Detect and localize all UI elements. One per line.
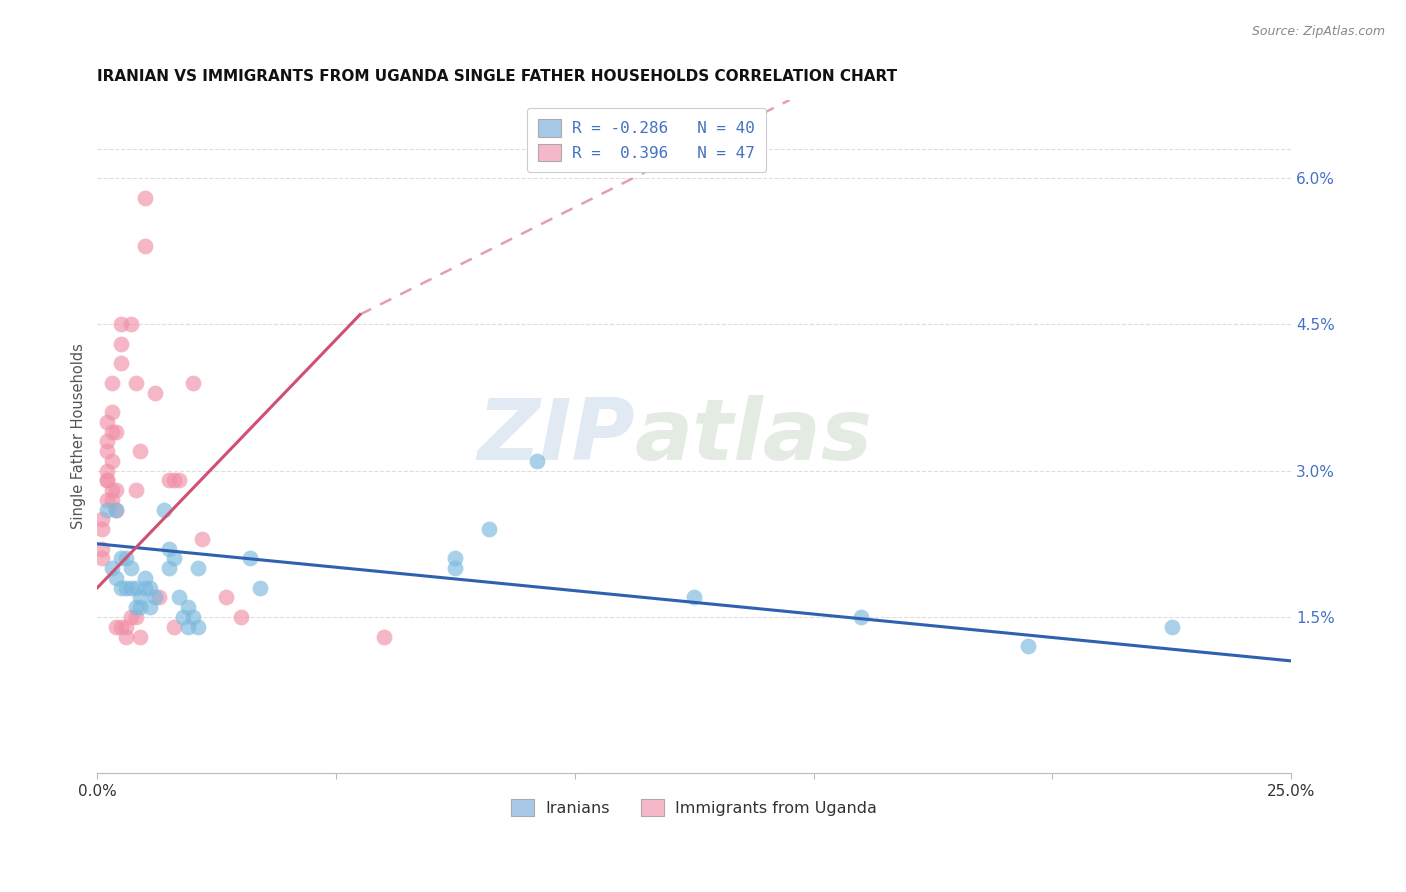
Point	[100, 376, 122, 390]
Point	[110, 581, 132, 595]
Point	[229, 610, 252, 624]
Text: Source: ZipAtlas.com: Source: ZipAtlas.com	[1251, 25, 1385, 38]
Point	[163, 551, 186, 566]
Point	[96, 444, 118, 458]
Point	[167, 474, 190, 488]
Point	[1017, 640, 1039, 654]
Point	[100, 454, 122, 468]
Point	[110, 620, 132, 634]
Point	[105, 620, 128, 634]
Point	[177, 620, 200, 634]
Point	[1160, 620, 1182, 634]
Point	[124, 581, 146, 595]
Point	[96, 492, 118, 507]
Point	[120, 561, 142, 575]
Point	[105, 425, 128, 439]
Point	[157, 474, 180, 488]
Point	[157, 541, 180, 556]
Point	[105, 483, 128, 498]
Point	[96, 474, 118, 488]
Point	[110, 551, 132, 566]
Point	[139, 581, 162, 595]
Point	[148, 591, 170, 605]
Point	[124, 610, 146, 624]
Y-axis label: Single Father Households: Single Father Households	[72, 343, 86, 530]
Text: atlas: atlas	[634, 395, 873, 478]
Point	[91, 551, 114, 566]
Point	[129, 444, 152, 458]
Point	[120, 318, 142, 332]
Point	[191, 532, 214, 546]
Point	[91, 541, 114, 556]
Point	[143, 385, 166, 400]
Point	[167, 591, 190, 605]
Point	[143, 591, 166, 605]
Point	[526, 454, 548, 468]
Point	[172, 610, 194, 624]
Point	[215, 591, 238, 605]
Point	[100, 405, 122, 419]
Point	[120, 581, 142, 595]
Point	[100, 492, 122, 507]
Point	[91, 522, 114, 536]
Point	[134, 239, 156, 253]
Point	[124, 483, 146, 498]
Point	[105, 571, 128, 585]
Point	[153, 502, 176, 516]
Point	[134, 581, 156, 595]
Text: ZIP: ZIP	[477, 395, 634, 478]
Point	[115, 630, 138, 644]
Point	[444, 561, 467, 575]
Point	[105, 502, 128, 516]
Point	[129, 630, 152, 644]
Point	[239, 551, 262, 566]
Point	[129, 600, 152, 615]
Point	[134, 571, 156, 585]
Point	[444, 551, 467, 566]
Point	[124, 376, 146, 390]
Point	[181, 610, 204, 624]
Point	[100, 425, 122, 439]
Point	[478, 522, 501, 536]
Point	[96, 415, 118, 429]
Point	[105, 502, 128, 516]
Point	[373, 630, 395, 644]
Point	[181, 376, 204, 390]
Point	[249, 581, 271, 595]
Point	[187, 620, 209, 634]
Point	[129, 591, 152, 605]
Point	[96, 474, 118, 488]
Point	[139, 600, 162, 615]
Point	[177, 600, 200, 615]
Point	[851, 610, 873, 624]
Point	[110, 336, 132, 351]
Legend: Iranians, Immigrants from Uganda: Iranians, Immigrants from Uganda	[505, 792, 883, 822]
Point	[683, 591, 706, 605]
Point	[187, 561, 209, 575]
Point	[100, 561, 122, 575]
Text: IRANIAN VS IMMIGRANTS FROM UGANDA SINGLE FATHER HOUSEHOLDS CORRELATION CHART: IRANIAN VS IMMIGRANTS FROM UGANDA SINGLE…	[97, 69, 897, 84]
Point	[115, 620, 138, 634]
Point	[96, 502, 118, 516]
Point	[163, 620, 186, 634]
Point	[100, 483, 122, 498]
Point	[115, 581, 138, 595]
Point	[91, 512, 114, 526]
Point	[157, 561, 180, 575]
Point	[110, 318, 132, 332]
Point	[96, 434, 118, 449]
Point	[134, 190, 156, 204]
Point	[96, 464, 118, 478]
Point	[115, 551, 138, 566]
Point	[163, 474, 186, 488]
Point	[124, 600, 146, 615]
Point	[120, 610, 142, 624]
Point	[110, 356, 132, 370]
